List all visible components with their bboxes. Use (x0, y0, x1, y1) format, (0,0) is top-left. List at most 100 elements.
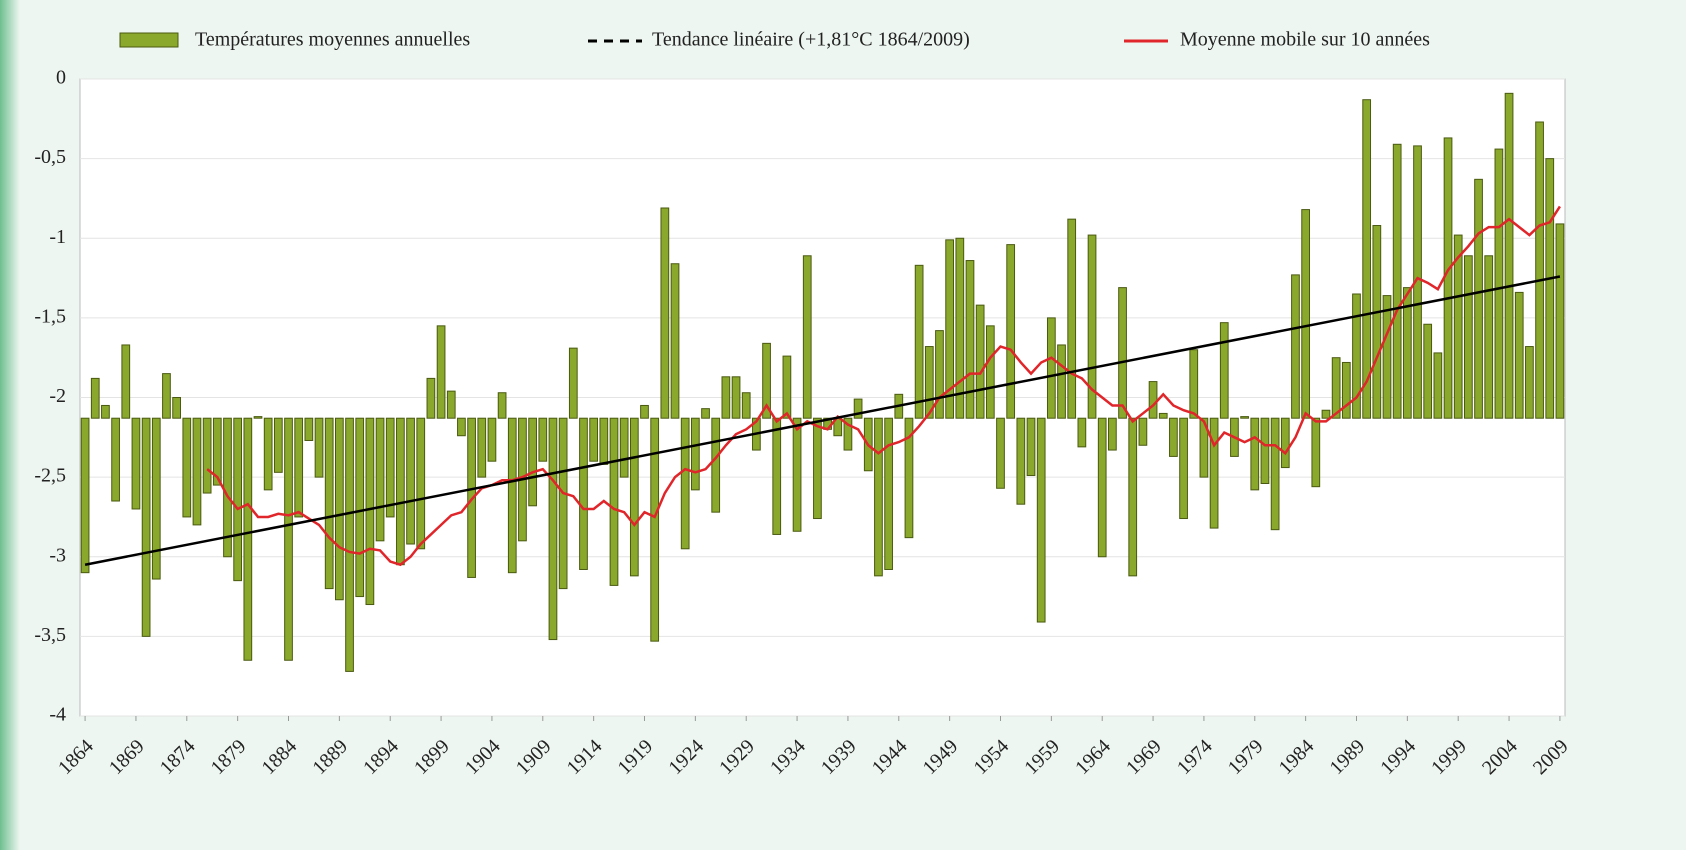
bar (111, 417, 120, 502)
bar (1057, 344, 1066, 419)
bar (1352, 293, 1361, 419)
bar (1382, 295, 1392, 419)
bar (975, 304, 985, 419)
y-tick-label: -3 (49, 544, 66, 566)
bar (396, 417, 405, 566)
bar (904, 417, 914, 539)
bar (1545, 158, 1555, 419)
bar (680, 417, 690, 550)
bar (1535, 121, 1544, 419)
bar (497, 392, 507, 419)
bar (172, 397, 181, 419)
trend-line (84, 275, 1561, 566)
bar (507, 417, 517, 574)
bar (1097, 417, 1107, 558)
bar (1362, 99, 1372, 419)
bar (558, 417, 568, 590)
line (206, 205, 1561, 567)
bar (935, 330, 944, 419)
bar (162, 373, 171, 419)
bar (609, 417, 619, 586)
bar (579, 417, 588, 570)
bar (1138, 417, 1148, 446)
bar (1474, 178, 1483, 419)
bar (1311, 417, 1321, 488)
bar (1026, 417, 1036, 477)
bar (284, 417, 293, 661)
bar (1341, 361, 1351, 419)
bar (1118, 287, 1127, 419)
y-tick-label: -1 (49, 226, 66, 248)
bar (487, 417, 497, 462)
bar (151, 417, 161, 580)
bar (741, 392, 751, 419)
bar (1433, 352, 1443, 419)
bar (1250, 417, 1260, 491)
bar (813, 417, 822, 520)
bar (1280, 417, 1290, 469)
bar (619, 417, 629, 478)
bar (324, 417, 334, 590)
bar (772, 417, 782, 535)
y-tick-label: -3,5 (34, 624, 66, 646)
bar (1179, 417, 1188, 520)
bar (874, 417, 883, 577)
y-tick-label: -4 (49, 704, 66, 726)
bar (711, 417, 721, 513)
bar (1108, 417, 1117, 451)
bar (335, 417, 344, 601)
bar (548, 417, 558, 641)
bar (1077, 417, 1087, 448)
bar (1321, 409, 1331, 419)
bar (924, 346, 934, 419)
bar (1514, 291, 1524, 419)
bar (426, 377, 436, 419)
bar (660, 207, 670, 419)
bar (1453, 234, 1463, 419)
bar (629, 417, 639, 577)
bar (1301, 209, 1310, 419)
bar (721, 376, 731, 419)
bar (945, 239, 955, 419)
bar (1067, 218, 1077, 419)
edge-strip (0, 0, 20, 850)
bar (589, 417, 599, 462)
bar (1128, 417, 1138, 577)
legend-label: Tendance linéaire (+1,81°C 1864/2009) (652, 29, 970, 51)
bar (1199, 417, 1209, 478)
y-tick-label: -0,5 (34, 146, 66, 168)
bar (436, 325, 446, 419)
legend-label: Moyenne mobile sur 10 années (1180, 29, 1430, 51)
bar (1148, 381, 1158, 419)
bar (853, 398, 863, 419)
bar (568, 347, 578, 419)
bar (538, 417, 548, 462)
y-tick-label: -2 (49, 385, 66, 407)
bar (762, 342, 771, 419)
bar (1189, 349, 1199, 419)
bar (792, 417, 802, 532)
bar (1392, 143, 1402, 419)
bar (385, 417, 395, 518)
bar (690, 417, 700, 491)
bar (1270, 417, 1280, 531)
bar (101, 404, 110, 419)
bar (1046, 317, 1056, 419)
bar (843, 417, 853, 451)
y-tick-label: 0 (56, 67, 66, 89)
bar (121, 344, 131, 419)
bar (263, 417, 273, 491)
bar (304, 417, 314, 441)
bar (477, 417, 487, 478)
bar (965, 260, 975, 419)
bar (1006, 244, 1016, 419)
y-tick-label: -2,5 (34, 465, 66, 487)
bar (243, 417, 253, 661)
bar (599, 417, 609, 465)
bar (985, 325, 995, 419)
bar (1209, 417, 1219, 529)
bar (782, 355, 792, 419)
bar (955, 237, 965, 419)
bar (1555, 223, 1565, 419)
